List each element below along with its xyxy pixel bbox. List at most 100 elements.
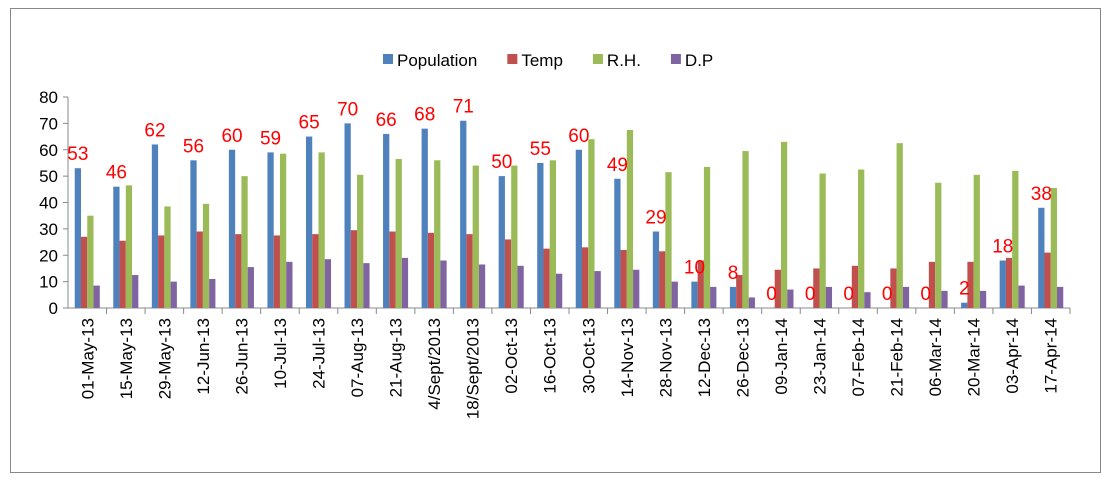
bar — [389, 231, 396, 308]
bar — [961, 302, 968, 308]
bar — [742, 151, 749, 308]
bar — [941, 290, 948, 308]
bar — [350, 230, 358, 308]
bar — [170, 281, 177, 308]
bar — [543, 248, 550, 308]
bar — [164, 206, 171, 308]
bar — [132, 275, 139, 308]
y-tick-label: 10 — [39, 273, 58, 292]
x-tick-label: 24-Jul-13 — [310, 318, 329, 389]
x-tick-label: 15-May-13 — [117, 318, 136, 399]
value-label: 0 — [920, 284, 931, 305]
value-label: 60 — [221, 126, 242, 147]
bar — [594, 271, 601, 308]
x-tick-label: 07-Feb-14 — [849, 318, 868, 396]
bar — [967, 261, 974, 308]
legend-label: R.H. — [607, 51, 641, 70]
y-tick-label: 70 — [39, 114, 58, 133]
bar — [819, 173, 826, 308]
bar — [421, 128, 428, 308]
bar — [825, 286, 833, 308]
y-tick-label: 40 — [39, 194, 58, 213]
bar — [196, 231, 203, 308]
y-tick-label: 60 — [39, 141, 58, 160]
bar — [858, 169, 865, 308]
x-tick-label: 06-Mar-14 — [926, 318, 945, 396]
value-label: 0 — [843, 284, 854, 305]
value-label: 38 — [1031, 184, 1052, 205]
value-label: 18 — [992, 237, 1013, 258]
value-label: 0 — [766, 284, 777, 305]
value-label: 50 — [491, 152, 512, 173]
bar — [748, 297, 755, 308]
x-tick-label: 20-Mar-14 — [965, 318, 984, 396]
bar — [498, 176, 505, 308]
x-tick-label: 26-Dec-13 — [733, 318, 752, 397]
bar — [466, 234, 473, 308]
x-tick-label: 23-Jan-14 — [811, 318, 830, 395]
bar — [582, 247, 589, 308]
bar — [1038, 207, 1045, 308]
value-label: 0 — [882, 284, 893, 305]
bar — [896, 143, 903, 308]
bar — [125, 185, 133, 308]
bar — [383, 133, 390, 308]
bar — [202, 203, 210, 308]
bar — [626, 129, 634, 308]
bar — [671, 281, 678, 308]
value-label: 62 — [144, 120, 165, 141]
x-tick-label: 14-Nov-13 — [618, 318, 637, 397]
bar — [1056, 286, 1064, 308]
bar — [363, 263, 370, 308]
bar — [864, 292, 871, 308]
legend-label: Temp — [521, 51, 563, 70]
x-tick-label: 29-May-13 — [155, 318, 174, 399]
bar — [710, 286, 717, 308]
bar — [890, 268, 897, 308]
bar — [1005, 257, 1013, 308]
bar — [787, 289, 794, 308]
x-tick-label: 12-Jun-13 — [194, 318, 213, 395]
legend-swatch — [670, 54, 681, 64]
bar — [691, 281, 698, 308]
bar — [81, 236, 88, 308]
bar — [273, 235, 280, 308]
bar — [247, 267, 254, 308]
x-tick-label: 26-Jun-13 — [232, 318, 251, 395]
bar — [1050, 187, 1057, 308]
bar — [928, 261, 936, 308]
bar — [427, 232, 435, 308]
bar — [235, 234, 242, 308]
x-tick-label: 02-Oct-13 — [502, 318, 521, 394]
bar — [241, 176, 248, 308]
bar — [357, 174, 364, 308]
bar — [478, 264, 486, 308]
value-label: 55 — [530, 139, 551, 160]
bar — [652, 231, 660, 308]
x-tick-label: 21-Feb-14 — [888, 318, 907, 396]
bar — [440, 260, 447, 308]
y-tick-label: 30 — [39, 220, 58, 239]
bar — [511, 165, 518, 308]
legend-swatch — [592, 54, 603, 64]
value-label: 59 — [260, 128, 281, 149]
x-tick-label: 4/Sept/2013 — [425, 318, 444, 410]
bar — [555, 273, 563, 308]
bar — [665, 172, 672, 308]
bar — [999, 260, 1006, 308]
bar — [703, 166, 711, 308]
value-label: 8 — [728, 263, 739, 284]
bar — [620, 249, 627, 308]
y-tick-label: 80 — [39, 88, 58, 107]
bar — [736, 275, 743, 308]
bar — [1018, 285, 1025, 308]
value-label: 65 — [299, 113, 320, 134]
bar — [851, 265, 859, 308]
y-tick-label: 0 — [49, 299, 58, 318]
value-label: 68 — [414, 105, 435, 126]
bar — [305, 136, 313, 308]
bar — [1044, 252, 1051, 308]
bar — [935, 182, 942, 308]
x-tick-label: 12-Dec-13 — [695, 318, 714, 397]
